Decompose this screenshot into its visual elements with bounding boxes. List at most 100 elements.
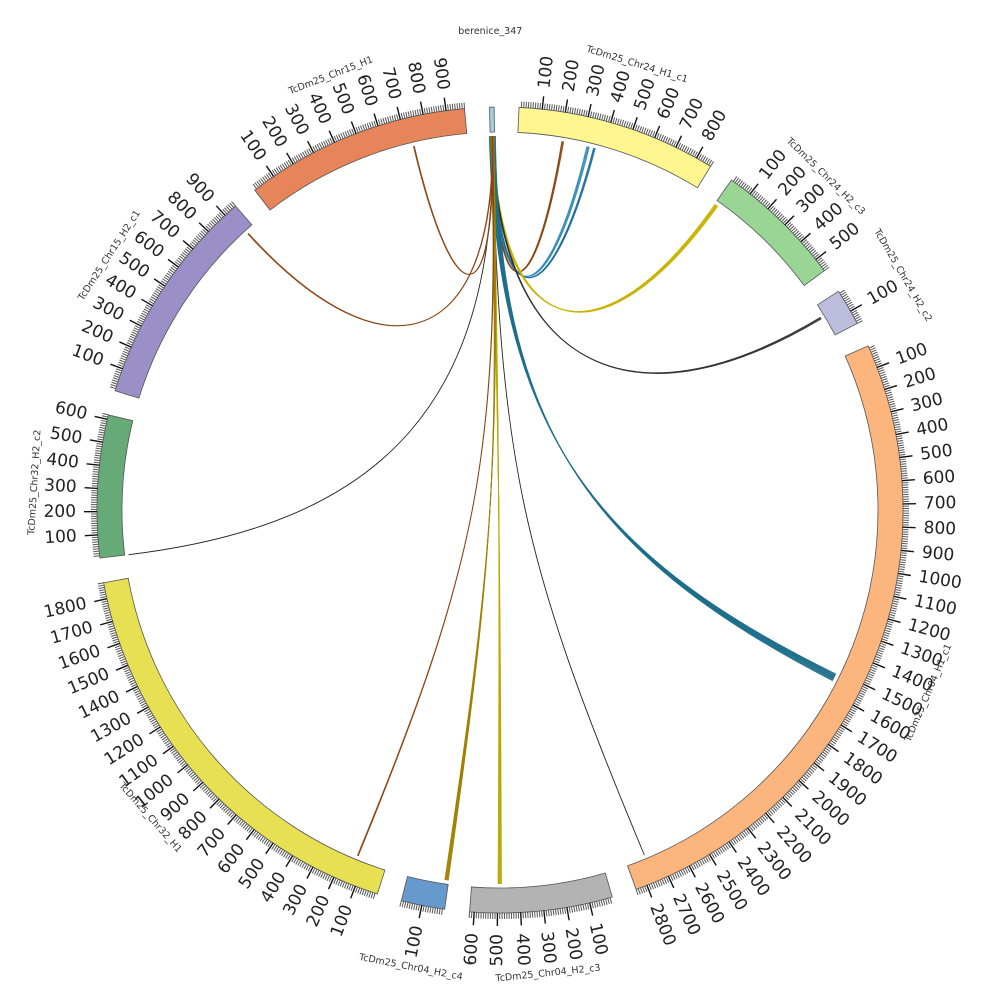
minor-tick: [291, 856, 296, 863]
minor-tick: [881, 378, 888, 382]
minor-tick: [803, 774, 809, 780]
minor-tick: [150, 718, 156, 723]
minor-tick: [754, 821, 760, 828]
minor-tick: [196, 780, 202, 785]
minor-tick: [199, 783, 205, 789]
major-tick: [84, 534, 98, 537]
minor-tick: [361, 889, 365, 896]
minor-tick: [573, 906, 576, 913]
major-tick: [443, 97, 447, 111]
minor-tick: [228, 811, 234, 817]
segment-TcDm25_Chr04_H2_c3: [469, 872, 613, 914]
tick-label: 200: [44, 502, 77, 522]
minor-tick: [129, 335, 136, 340]
minor-tick: [235, 817, 241, 823]
major-tick: [198, 222, 210, 233]
minor-tick: [892, 419, 899, 422]
minor-tick: [92, 548, 99, 550]
minor-tick: [93, 552, 100, 555]
minor-tick: [672, 873, 676, 880]
minor-tick: [642, 886, 646, 893]
minor-tick: [859, 692, 865, 696]
ticks-layer: 100 200 3004005006007008001002003004005001…: [42, 55, 963, 966]
minor-tick: [652, 882, 657, 889]
minor-tick: [265, 173, 271, 180]
minor-tick: [840, 291, 847, 296]
minor-tick: [878, 369, 885, 373]
minor-tick: [596, 901, 599, 908]
minor-tick: [621, 119, 625, 127]
minor-tick: [854, 316, 861, 320]
minor-tick: [897, 444, 904, 447]
major-tick: [708, 853, 717, 866]
minor-tick: [781, 216, 787, 222]
minor-tick: [133, 688, 139, 692]
minor-tick: [677, 142, 682, 149]
minor-tick: [883, 384, 890, 388]
minor-tick: [275, 167, 280, 173]
minor-tick: [153, 292, 159, 297]
minor-tick: [373, 120, 377, 127]
minor-tick: [794, 230, 800, 236]
minor-tick: [141, 704, 148, 709]
minor-tick: [873, 660, 880, 664]
minor-tick: [783, 795, 789, 801]
minor-tick: [185, 248, 191, 253]
minor-tick: [96, 442, 103, 445]
major-tick: [850, 304, 863, 312]
minor-tick: [180, 253, 186, 259]
minor-tick: [548, 103, 551, 111]
major-tick: [900, 549, 914, 553]
minor-tick: [852, 311, 859, 316]
minor-tick: [742, 183, 747, 189]
minor-tick: [320, 141, 325, 148]
minor-tick: [895, 584, 902, 587]
minor-tick: [899, 561, 906, 564]
minor-tick: [885, 625, 892, 628]
major-tick: [306, 140, 315, 154]
minor-tick: [199, 232, 205, 238]
minor-tick: [223, 806, 228, 812]
minor-tick: [806, 771, 812, 776]
minor-tick: [884, 629, 891, 633]
minor-tick: [705, 856, 709, 863]
minor-tick: [650, 883, 654, 890]
minor-tick: [171, 264, 178, 270]
minor-tick: [858, 694, 864, 698]
minor-tick: [213, 217, 219, 223]
minor-tick: [155, 288, 162, 293]
minor-tick: [559, 908, 562, 915]
minor-tick: [878, 647, 885, 651]
minor-tick: [219, 803, 225, 809]
minor-tick: [901, 470, 908, 472]
tick-label: 300: [536, 930, 559, 964]
minor-tick: [893, 598, 900, 601]
minor-tick: [639, 887, 643, 894]
minor-tick: [578, 108, 581, 115]
tick-label: 400: [45, 449, 79, 472]
minor-tick: [327, 138, 331, 145]
minor-tick: [224, 207, 229, 213]
minor-tick: [706, 158, 711, 165]
minor-tick: [138, 698, 145, 703]
minor-tick: [796, 781, 802, 787]
minor-tick: [652, 131, 656, 138]
minor-tick: [113, 640, 120, 644]
minor-tick: [887, 396, 894, 399]
minor-tick: [692, 863, 697, 870]
minor-tick: [263, 838, 268, 845]
minor-tick: [818, 259, 824, 264]
minor-tick: [785, 793, 791, 799]
minor-tick: [788, 790, 794, 796]
minor-tick: [557, 105, 560, 112]
minor-tick: [682, 868, 687, 875]
major-tick: [887, 618, 901, 624]
minor-tick: [271, 169, 277, 176]
minor-tick: [849, 305, 855, 310]
minor-tick: [110, 384, 117, 387]
tick-label: 300: [909, 389, 945, 416]
minor-tick: [710, 852, 715, 859]
minor-tick: [115, 368, 122, 372]
minor-tick: [874, 658, 881, 662]
